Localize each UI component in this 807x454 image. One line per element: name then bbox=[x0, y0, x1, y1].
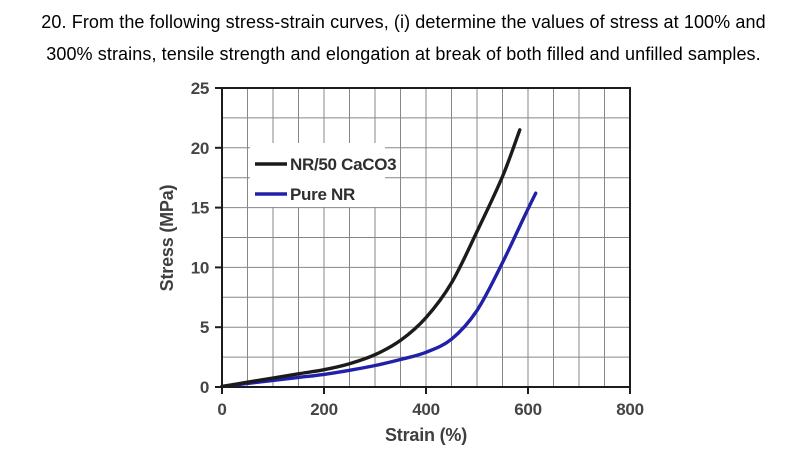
x-tick-label: 400 bbox=[412, 400, 439, 419]
data-curves bbox=[220, 128, 538, 389]
legend-background bbox=[250, 143, 385, 207]
x-tick-label: 600 bbox=[514, 400, 541, 419]
y-tick-label: 20 bbox=[191, 139, 209, 158]
curve-nr-caco3 bbox=[220, 128, 522, 389]
question-line-2: 300% strains, tensile strength and elong… bbox=[46, 44, 761, 64]
y-tick-label: 0 bbox=[200, 378, 209, 397]
x-tick-label: 800 bbox=[616, 400, 643, 419]
x-tick-label: 0 bbox=[217, 400, 226, 419]
x-tick-label: 200 bbox=[310, 400, 337, 419]
y-axis-title: Stress (MPa) bbox=[157, 184, 177, 291]
legend-label-pure-nr: Pure NR bbox=[290, 185, 355, 204]
legend-label-nr-caco3: NR/50 CaCO3 bbox=[290, 155, 396, 174]
y-tick-label: 10 bbox=[191, 258, 209, 277]
y-tick-label: 25 bbox=[191, 79, 209, 98]
question-text: 20. From the following stress-strain cur… bbox=[0, 6, 807, 70]
stress-strain-chart: NR/50 CaCO3 Pure NR 0 200 400 600 800 0 5 10 15 20… bbox=[140, 72, 685, 449]
x-axis-title: Strain (%) bbox=[385, 425, 467, 445]
y-tick-label: 5 bbox=[200, 318, 209, 337]
chart-canvas: NR/50 CaCO3 Pure NR 0 200 400 600 800 0 5 10 15 20… bbox=[157, 79, 644, 445]
axis-ticks: 0 200 400 600 800 0 5 10 15 20 25 bbox=[191, 79, 644, 419]
gridlines bbox=[221, 87, 631, 388]
curve-pure-nr bbox=[220, 191, 538, 389]
y-tick-label: 15 bbox=[191, 199, 209, 218]
chart-legend: NR/50 CaCO3 Pure NR bbox=[250, 143, 397, 207]
question-line-1: 20. From the following stress-strain cur… bbox=[41, 12, 766, 32]
